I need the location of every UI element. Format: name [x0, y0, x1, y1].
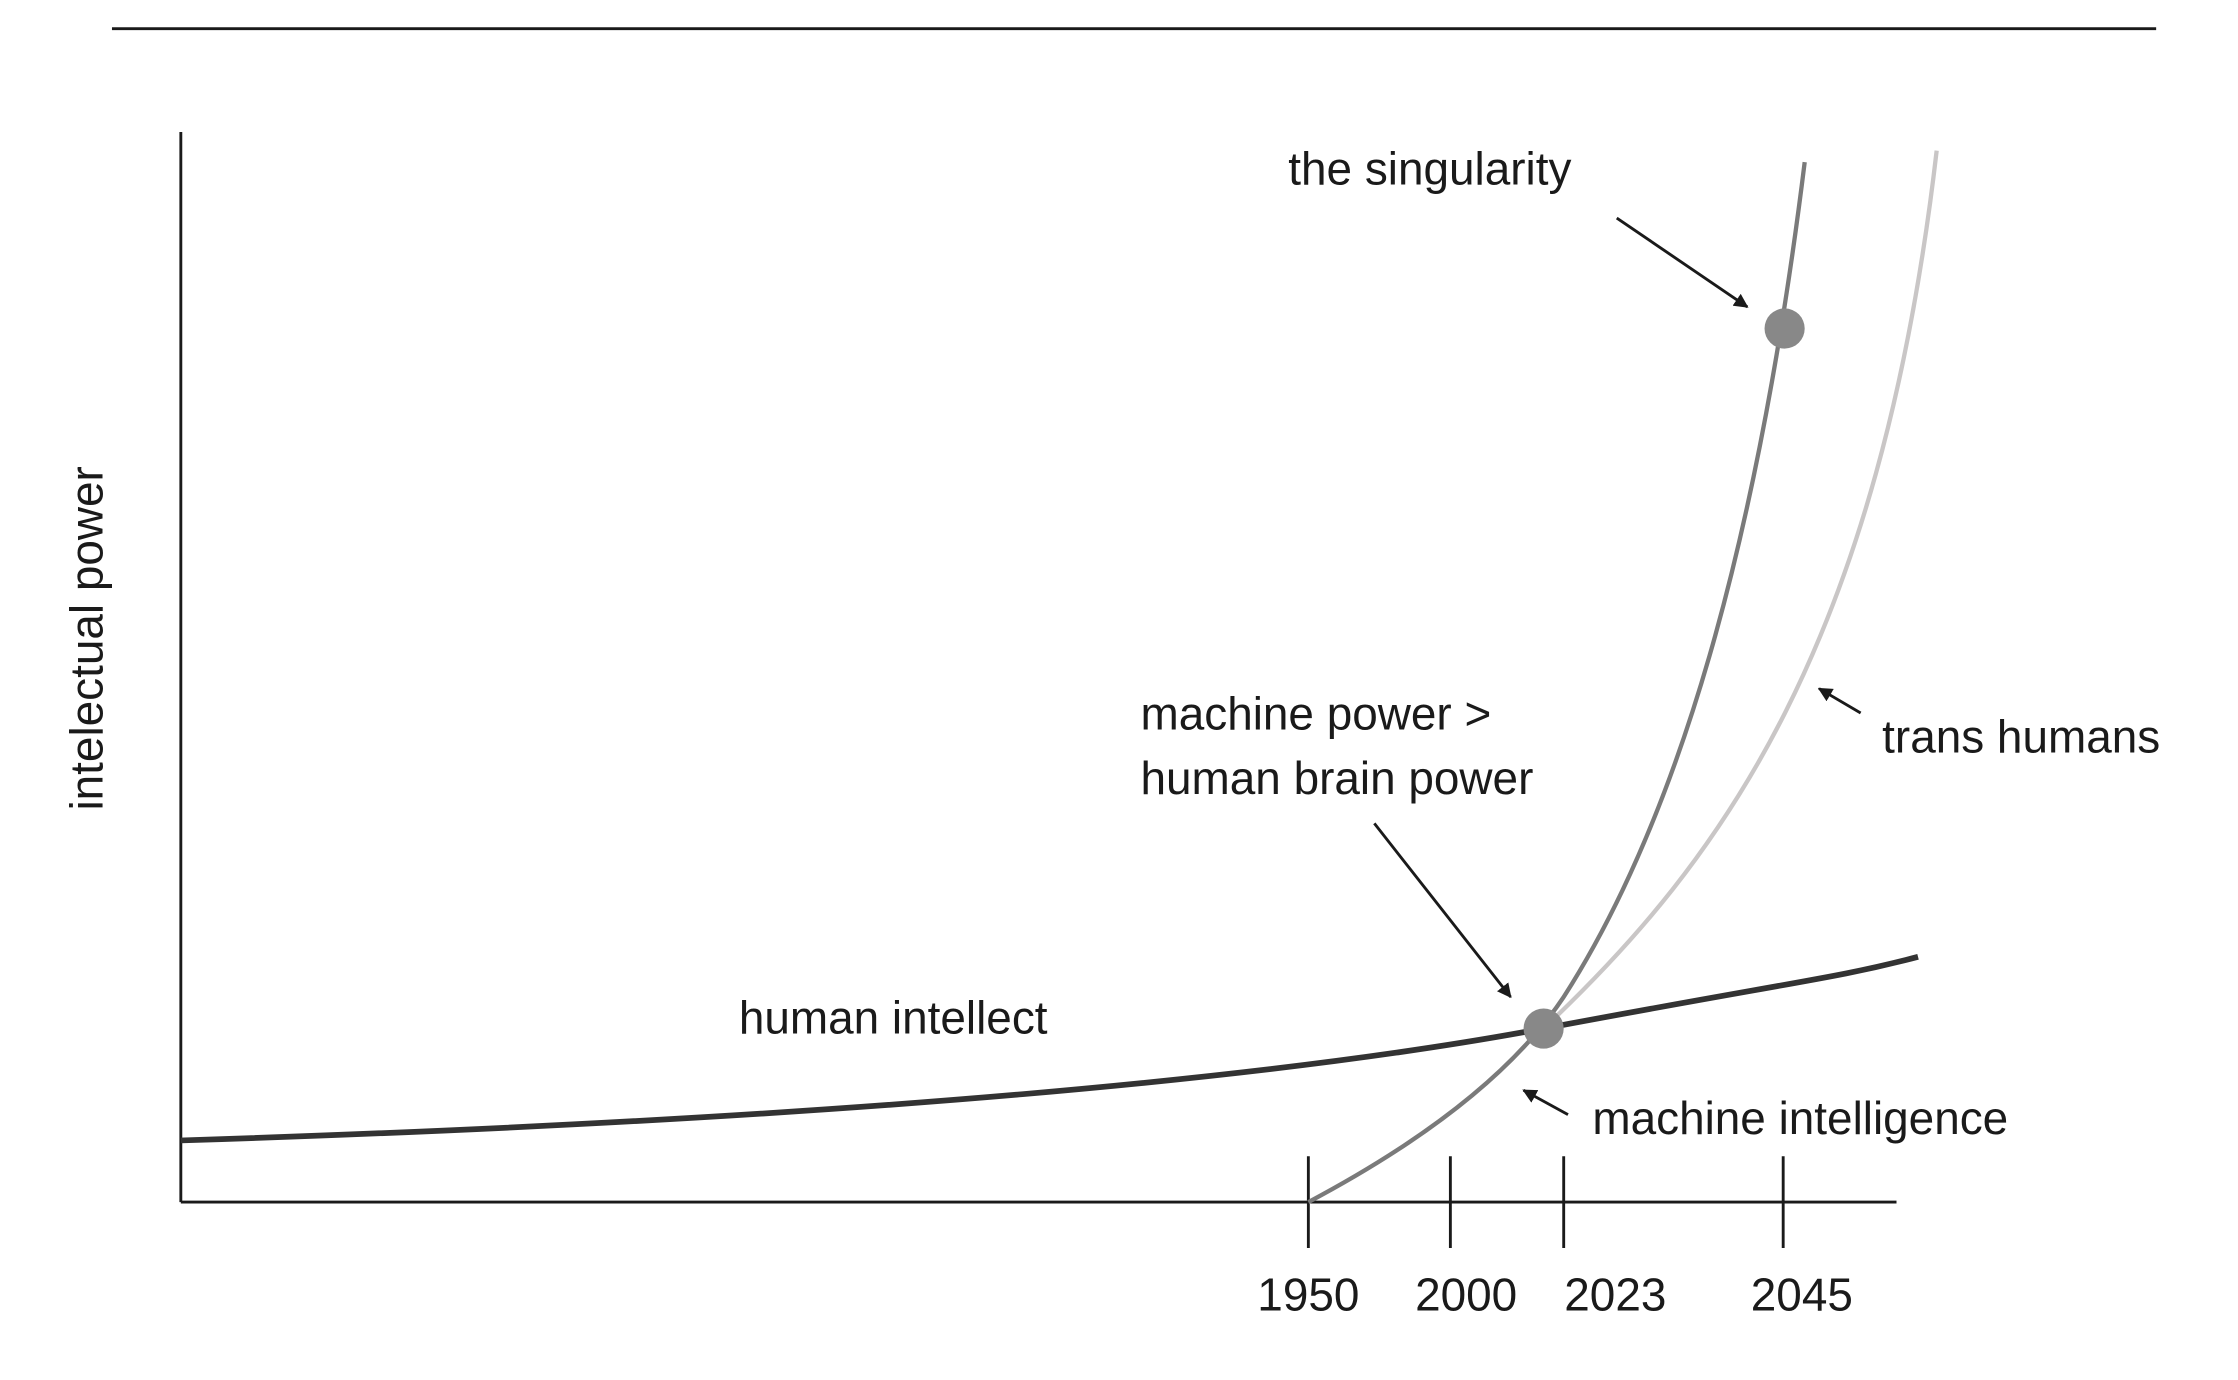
annotation: the singularity [1288, 142, 1571, 194]
curve-label: machine intelligence [1592, 1092, 2008, 1144]
annotation: machine power > [1141, 687, 1492, 739]
annotation: human brain power [1141, 752, 1534, 804]
arrow [1373, 822, 1512, 999]
trans-humans-curve [1542, 150, 1939, 1031]
curve-label: trans humans [1882, 710, 2160, 762]
human-curve [180, 954, 1919, 1144]
x-tick-label: 2045 [1751, 1268, 1853, 1320]
arrow [1615, 216, 1749, 309]
crossover-dot [1523, 1008, 1564, 1049]
x-tick-label: 2023 [1564, 1268, 1666, 1320]
x-tick-label: 1950 [1257, 1268, 1359, 1320]
arrow [1522, 1088, 1569, 1116]
x-tick-label: 2000 [1415, 1268, 1517, 1320]
machine-curve [1307, 161, 1807, 1205]
singularity-dot [1764, 308, 1805, 349]
arrow [1817, 687, 1862, 715]
curve-label: human intellect [739, 991, 1048, 1043]
y-axis-label: intelectual power [61, 466, 113, 810]
